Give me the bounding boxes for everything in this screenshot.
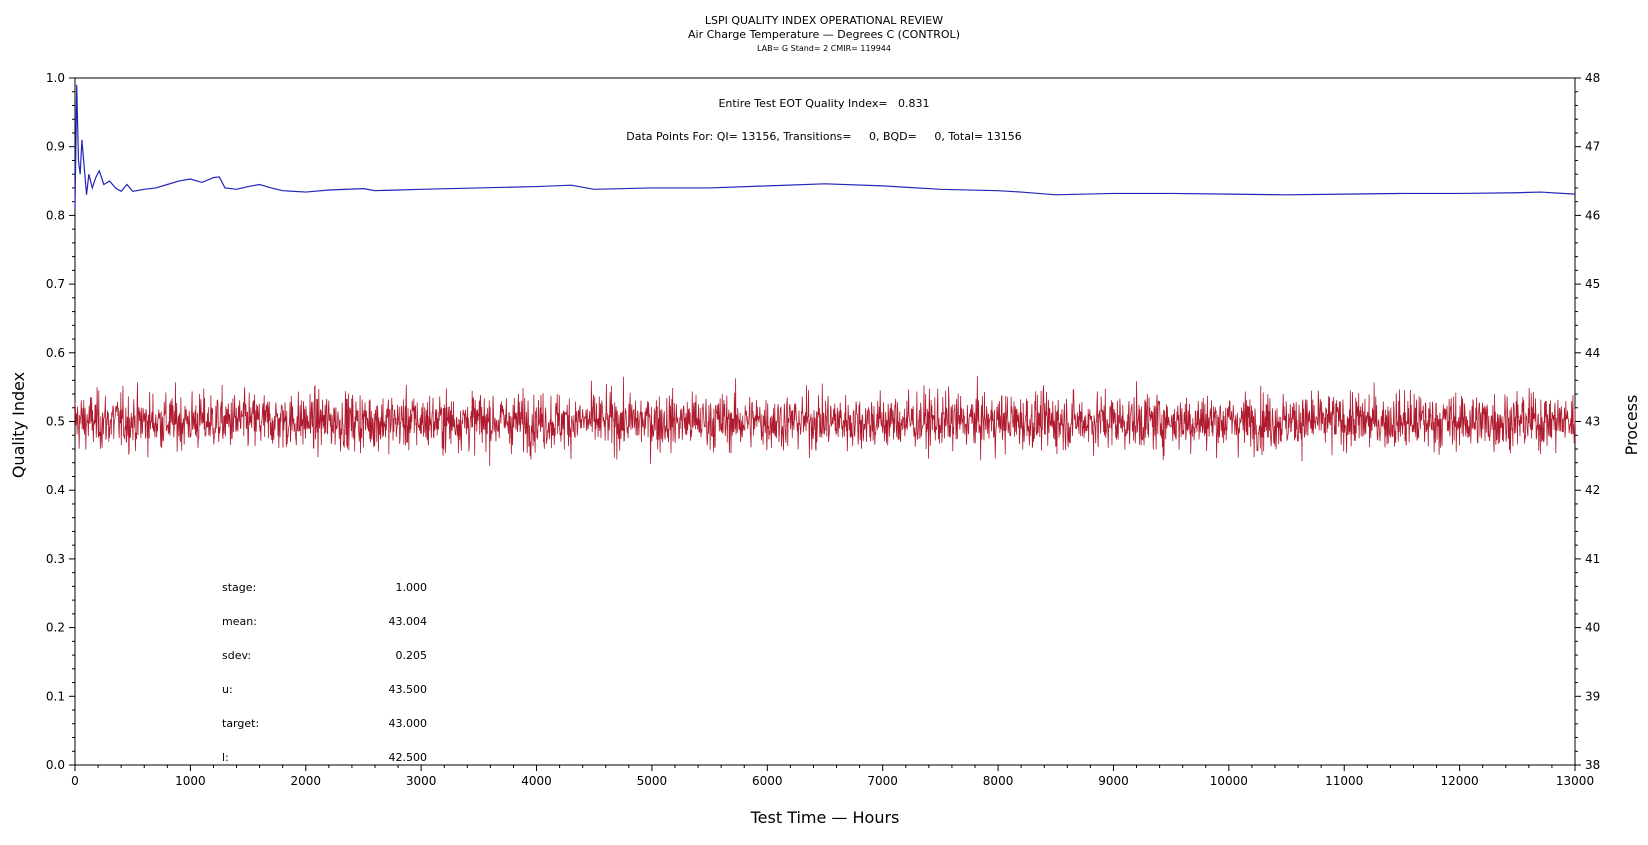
x-tick-label: 7000	[867, 774, 898, 788]
x-tick-label: 4000	[521, 774, 552, 788]
y-right-tick-label: 44	[1585, 346, 1600, 360]
y-left-tick-label: 0.1	[46, 689, 65, 703]
x-axis: 0 1000 2000 3000 4000 5000 6000 7000 8000 9000 100…	[71, 765, 1594, 788]
stat-label: sdev:	[222, 649, 251, 662]
y-left-tick-label: 0.0	[46, 758, 65, 772]
stat-label: stage:	[222, 581, 256, 594]
x-axis-label: Test Time — Hours	[750, 808, 900, 827]
stat-value: 42.500	[389, 751, 428, 764]
y-left-tick-label: 0.5	[46, 415, 65, 429]
y-left-tick-label: 0.9	[46, 140, 65, 154]
y-left-tick-label: 0.2	[46, 621, 65, 635]
y-right-tick-label: 42	[1585, 483, 1600, 497]
stat-label: target:	[222, 717, 259, 730]
stat-label: mean:	[222, 615, 257, 628]
y-left-tick-label: 1.0	[46, 71, 65, 85]
stats-table: stage: 1.000 mean: 43.004 sdev: 0.205 u:…	[222, 581, 427, 764]
x-tick-label: 9000	[1098, 774, 1129, 788]
series-process	[74, 375, 1576, 466]
y-left-tick-label: 0.3	[46, 552, 65, 566]
y-left-tick-label: 0.8	[46, 208, 65, 222]
y-right-tick-label: 48	[1585, 71, 1600, 85]
x-tick-label: 0	[71, 774, 79, 788]
y-right-tick-label: 45	[1585, 277, 1600, 291]
stat-value: 43.000	[389, 717, 428, 730]
y-left-tick-label: 0.6	[46, 346, 65, 360]
x-tick-label: 13000	[1556, 774, 1594, 788]
x-tick-label: 1000	[175, 774, 206, 788]
y-right-tick-label: 40	[1585, 621, 1600, 635]
y-left-tick-label: 0.7	[46, 277, 65, 291]
x-tick-label: 10000	[1210, 774, 1248, 788]
x-tick-label: 12000	[1441, 774, 1479, 788]
y-axis-left: 0.0 0.1 0.2 0.3 0.4 0.5 0.6 0.7 0.8 0.9 1.0	[46, 71, 75, 772]
y-axis-right: 38 39 40 41 42 43 44 45 46 47 48	[1575, 71, 1600, 772]
y-axis-left-label: Quality Index	[9, 372, 28, 478]
stat-label: l:	[222, 751, 229, 764]
y-right-tick-label: 46	[1585, 208, 1600, 222]
x-tick-label: 6000	[752, 774, 783, 788]
chart-subtitle: Air Charge Temperature — Degrees C (CONT…	[688, 28, 960, 41]
stat-value: 0.205	[396, 649, 428, 662]
process-line	[74, 375, 1576, 466]
y-right-tick-label: 41	[1585, 552, 1600, 566]
y-right-tick-label: 38	[1585, 758, 1600, 772]
qi-annotation: Entire Test EOT Quality Index= 0.831	[718, 97, 929, 110]
y-right-tick-label: 47	[1585, 140, 1600, 154]
data-points-annotation: Data Points For: QI= 13156, Transitions=…	[626, 130, 1021, 143]
stat-value: 43.004	[389, 615, 428, 628]
quality-index-line	[74, 84, 1576, 209]
x-tick-label: 3000	[406, 774, 437, 788]
stat-value: 43.500	[389, 683, 428, 696]
stat-value: 1.000	[396, 581, 428, 594]
y-right-tick-label: 43	[1585, 415, 1600, 429]
x-tick-label: 2000	[290, 774, 321, 788]
y-axis-right-label: Process	[1622, 395, 1641, 456]
x-tick-label: 11000	[1325, 774, 1363, 788]
y-right-tick-label: 39	[1585, 689, 1600, 703]
chart-subsubtitle: LAB= G Stand= 2 CMIR= 119944	[757, 44, 891, 53]
x-tick-label: 5000	[637, 774, 668, 788]
y-left-tick-label: 0.4	[46, 483, 65, 497]
chart-title: LSPI QUALITY INDEX OPERATIONAL REVIEW	[705, 14, 943, 27]
stat-label: u:	[222, 683, 233, 696]
x-tick-label: 8000	[983, 774, 1014, 788]
series-quality-index	[74, 84, 1576, 209]
